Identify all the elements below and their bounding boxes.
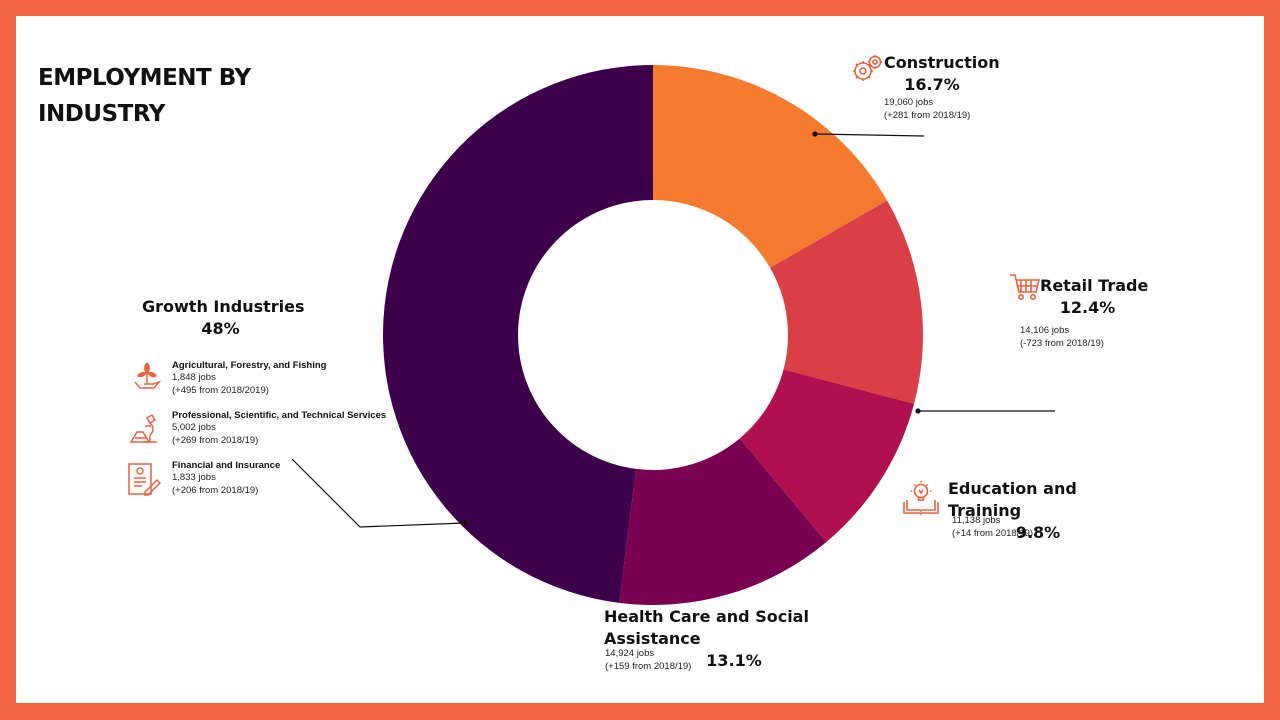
frame-border-left (0, 0, 16, 720)
page-title: EMPLOYMENT BY INDUSTRY (38, 65, 251, 127)
leader-lines (291, 131, 1055, 528)
retail-jobs: 14,106 jobs (1020, 325, 1070, 336)
construction-change: (+281 from 2018/19) (884, 109, 971, 121)
document-signing-icon (128, 463, 161, 496)
growth-label: Growth Industries 48% (142, 296, 312, 340)
education-percent: 9.8% (1015, 523, 1061, 542)
health-jobs: 14,924 jobs (605, 648, 655, 659)
financial-jobs: 1,833 jobs (172, 472, 216, 483)
agriculture-name: Agricultural, Forestry, and Fishing (172, 360, 327, 371)
professional-jobs: 5,002 jobs (172, 422, 216, 433)
frame-border-right (1264, 0, 1280, 720)
retail-change: (-723 from 2018/19) (1020, 337, 1104, 349)
education-detail: 11,138 jobs (+14 from 2018/19) (952, 515, 1072, 540)
growth-item-financial: Financial and Insurance 1,833 jobs (+206… (172, 460, 402, 497)
growth-percent: 48% (201, 319, 240, 338)
construction-name: Construction (884, 53, 1000, 72)
construction-leader-line (814, 133, 925, 137)
financial-change: (+206 from 2018/19) (172, 484, 259, 496)
education-jobs: 11,138 jobs (952, 515, 1001, 526)
gears-icon (853, 55, 882, 81)
book-lightbulb-icon (903, 481, 939, 516)
health-percent: 13.1% (706, 651, 762, 670)
slice-retail-trade (770, 200, 923, 404)
health-detail: 14,924 jobs (+159 from 2018/19) (605, 648, 725, 673)
plant-hand-icon (134, 362, 162, 389)
health-name: Health Care and Social Assistance (604, 607, 809, 648)
slice-construction (653, 65, 888, 268)
health-label: Health Care and Social Assistance 13.1% (604, 606, 894, 672)
education-name: Education and Training (948, 479, 1077, 520)
shopping-cart-icon (1010, 274, 1040, 300)
frame-border-bottom (0, 703, 1280, 720)
slice-growth-industries (383, 65, 653, 603)
microscope-icon (129, 413, 157, 443)
construction-label: Construction 16.7% (884, 52, 1000, 96)
education-change: (+14 from 2018/19) (952, 527, 1034, 539)
retail-percent: 12.4% (1059, 298, 1116, 317)
professional-name: Professional, Scientific, and Technical … (172, 410, 387, 421)
retail-label: Retail Trade 12.4% (1040, 275, 1150, 319)
slice-education-and-training (739, 369, 915, 542)
slice-health-care-and-social-assistance (619, 438, 827, 605)
construction-detail: 19,060 jobs (+281 from 2018/19) (884, 97, 1004, 122)
construction-jobs: 19,060 jobs (884, 97, 934, 108)
donut-slices (383, 65, 923, 605)
construction-percent: 16.7% (904, 75, 960, 94)
growth-item-agriculture: Agricultural, Forestry, and Fishing 1,84… (172, 360, 402, 397)
education-label: Education and Training 9.8% (948, 478, 1148, 544)
health-change: (+159 from 2018/19) (605, 660, 692, 672)
agriculture-jobs: 1,848 jobs (172, 372, 216, 383)
retail-name: Retail Trade (1040, 276, 1149, 295)
growth-item-professional: Professional, Scientific, and Technical … (172, 410, 402, 447)
retail-detail: 14,106 jobs (-723 from 2018/19) (1020, 325, 1140, 350)
growth-leader-line (291, 458, 465, 528)
agriculture-change: (+495 from 2018/2019) (172, 384, 269, 396)
professional-change: (+269 from 2018/19) (172, 434, 259, 446)
growth-name: Growth Industries (142, 297, 305, 316)
frame-border-top (0, 0, 1280, 16)
financial-name: Financial and Insurance (172, 460, 281, 471)
